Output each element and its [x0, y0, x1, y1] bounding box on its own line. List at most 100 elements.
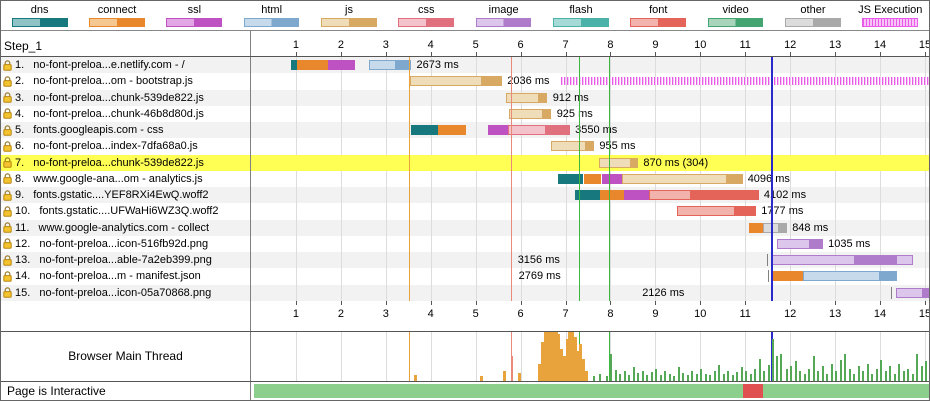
tick-mark [565, 300, 567, 305]
request-row-15[interactable]: 15. no-font-preloa...icon-05a70868.png 21… [1, 284, 929, 301]
main-thread-activity-bar [562, 356, 566, 381]
page-interactive-section: Page is Interactive [1, 381, 929, 400]
main-thread-activity-bar [785, 368, 788, 381]
request-label[interactable]: 8. www.google-ana...om - analytics.js [1, 170, 251, 187]
request-row-3[interactable]: 3. no-font-preloa...chunk-539de822.js 912… [1, 89, 929, 106]
tick-mark [880, 52, 881, 56]
segment-connect-dark [583, 173, 602, 184]
request-label[interactable]: 13. no-font-preloa...able-7a2eb399.png [1, 252, 251, 269]
request-row-6[interactable]: 6. no-font-preloa...index-7dfa68a0.js 955… [1, 138, 929, 155]
gridline [475, 331, 477, 381]
segment-connect-dark [437, 125, 467, 135]
legend-item-css: css [388, 1, 465, 30]
main-thread-activity-bar [790, 366, 793, 381]
main-thread-activity-bar [557, 334, 561, 381]
main-thread-activity-bar [718, 365, 721, 381]
gridline [925, 331, 926, 381]
lock-icon [3, 108, 12, 120]
request-label[interactable]: 6. no-font-preloa...index-7dfa68a0.js [1, 138, 251, 155]
request-label[interactable]: 5. fonts.googleapis.com - css [1, 122, 251, 139]
main-thread-activity-bar [691, 370, 694, 381]
segment-image-dark [922, 287, 929, 298]
tick-mark [655, 300, 657, 305]
main-thread-activity-bar [848, 369, 851, 381]
segment-image-light [895, 255, 914, 265]
request-label[interactable]: 9. fonts.gstatic....YEF8RXi4EwQ.woff2 [1, 187, 251, 204]
main-thread-activity-bar [844, 353, 847, 381]
main-thread-activity-bar [673, 375, 676, 381]
request-label[interactable]: 1. no-font-preloa...e.netlify.com - / [1, 57, 251, 74]
request-number: 11. [15, 221, 30, 234]
main-thread-activity-bar [857, 366, 860, 381]
segment-image-dark [810, 238, 824, 249]
lock-icon [3, 92, 12, 103]
main-thread-activity-bar [659, 374, 662, 381]
segment-connect-dark [599, 190, 624, 200]
legend-item-image: image [465, 1, 542, 30]
request-row-8[interactable]: 8. www.google-ana...om - analytics.js 409… [1, 170, 929, 187]
request-row-1[interactable]: 1. no-font-preloa...e.netlify.com - / 267… [1, 57, 929, 74]
request-label[interactable]: 15. no-font-preloa...icon-05a70868.png [1, 284, 251, 301]
connect-swatch [89, 18, 145, 27]
request-label[interactable]: 7. no-font-preloa...chunk-539de822.js [1, 154, 251, 171]
request-row-4[interactable]: 4. no-font-preloa...chunk-46b8d80d.js 925… [1, 105, 929, 122]
legend-item-font: font [620, 1, 697, 30]
request-label[interactable]: 3. no-font-preloa...chunk-539de822.js [1, 89, 251, 106]
segment-dns-dark [574, 190, 600, 200]
main-thread-activity-bar [826, 373, 829, 381]
gridline [655, 331, 657, 381]
request-label[interactable]: 14. no-font-preloa...m - manifest.json [1, 268, 251, 285]
request-url: no-font-preloa...chunk-539de822.js [33, 156, 204, 169]
segment-ssl-dark [488, 125, 508, 135]
segment-js-dark [482, 76, 502, 87]
timeline-tick-9: 9 [652, 39, 659, 51]
main-thread-activity-bar [893, 373, 896, 381]
main-thread-activity-bar [510, 356, 513, 381]
timeline-tick-4: 4 [427, 307, 434, 320]
gridline [295, 331, 297, 381]
request-row-10[interactable]: 10. fonts.gstatic....UFWaHi6WZ3Q.woff2 17… [1, 203, 929, 220]
tick-mark [745, 300, 747, 305]
segment-font-light [649, 190, 692, 200]
segment-html-light [802, 271, 880, 282]
main-thread-activity-bar [740, 367, 743, 381]
request-label[interactable]: 11. www.google-analytics.com - collect [1, 219, 251, 236]
event-marker-line [409, 331, 411, 381]
timeline-tick-15: 15 [918, 39, 929, 51]
segment-ssl-dark [623, 190, 650, 200]
request-row-2[interactable]: 2. no-font-preloa...om - bootstrap.js 203… [1, 73, 929, 90]
request-label[interactable]: 4. no-font-preloa...chunk-46b8d80d.js [1, 105, 251, 122]
tick-mark [835, 52, 837, 56]
lock-icon [3, 141, 12, 152]
duration-label: 3550 ms [575, 124, 618, 136]
legend-label: video [722, 4, 749, 16]
request-timeline: 4102 ms [251, 187, 929, 203]
tick-mark [925, 300, 926, 305]
request-row-7[interactable]: 7. no-font-preloa...chunk-539de822.js 870… [1, 154, 929, 171]
main-thread-activity-bar [821, 366, 824, 381]
main-thread-activity-bar [518, 373, 522, 381]
request-row-12[interactable]: 12. no-font-preloa...icon-516fb92d.png 10… [1, 235, 929, 252]
request-row-13[interactable]: 13. no-font-preloa...able-7a2eb399.png 31… [1, 252, 929, 269]
main-thread-activity-bar [799, 370, 802, 381]
main-thread-activity-bar [641, 370, 644, 381]
request-row-11[interactable]: 11. www.google-analytics.com - collect 84… [1, 219, 929, 236]
request-url: fonts.gstatic....UFWaHi6WZ3Q.woff2 [39, 205, 219, 218]
request-label[interactable]: 10. fonts.gstatic....UFWaHi6WZ3Q.woff2 [1, 203, 251, 220]
legend-label: js [345, 4, 353, 16]
request-row-14[interactable]: 14. no-font-preloa...m - manifest.json 27… [1, 268, 929, 285]
request-timeline: 955 ms [251, 138, 929, 154]
request-url: no-font-preloa...om - bootstrap.js [33, 75, 193, 88]
flash-swatch [553, 18, 609, 27]
request-url: no-font-preloa...chunk-539de822.js [33, 91, 204, 104]
request-row-5[interactable]: 5. fonts.googleapis.com - css 3550 ms [1, 122, 929, 139]
legend-item-flash: flash [542, 1, 619, 30]
segment-image-light [771, 255, 856, 265]
duration-label: 1035 ms [828, 237, 871, 250]
lock-icon [3, 173, 12, 185]
request-row-9[interactable]: 9. fonts.gstatic....YEF8RXi4EwQ.woff2 410… [1, 187, 929, 204]
request-url: no-font-preloa...index-7dfa68a0.js [33, 140, 198, 153]
request-label[interactable]: 12. no-font-preloa...icon-516fb92d.png [1, 235, 251, 252]
request-number: 7. [15, 156, 25, 169]
request-label[interactable]: 2. no-font-preloa...om - bootstrap.js [1, 73, 251, 90]
